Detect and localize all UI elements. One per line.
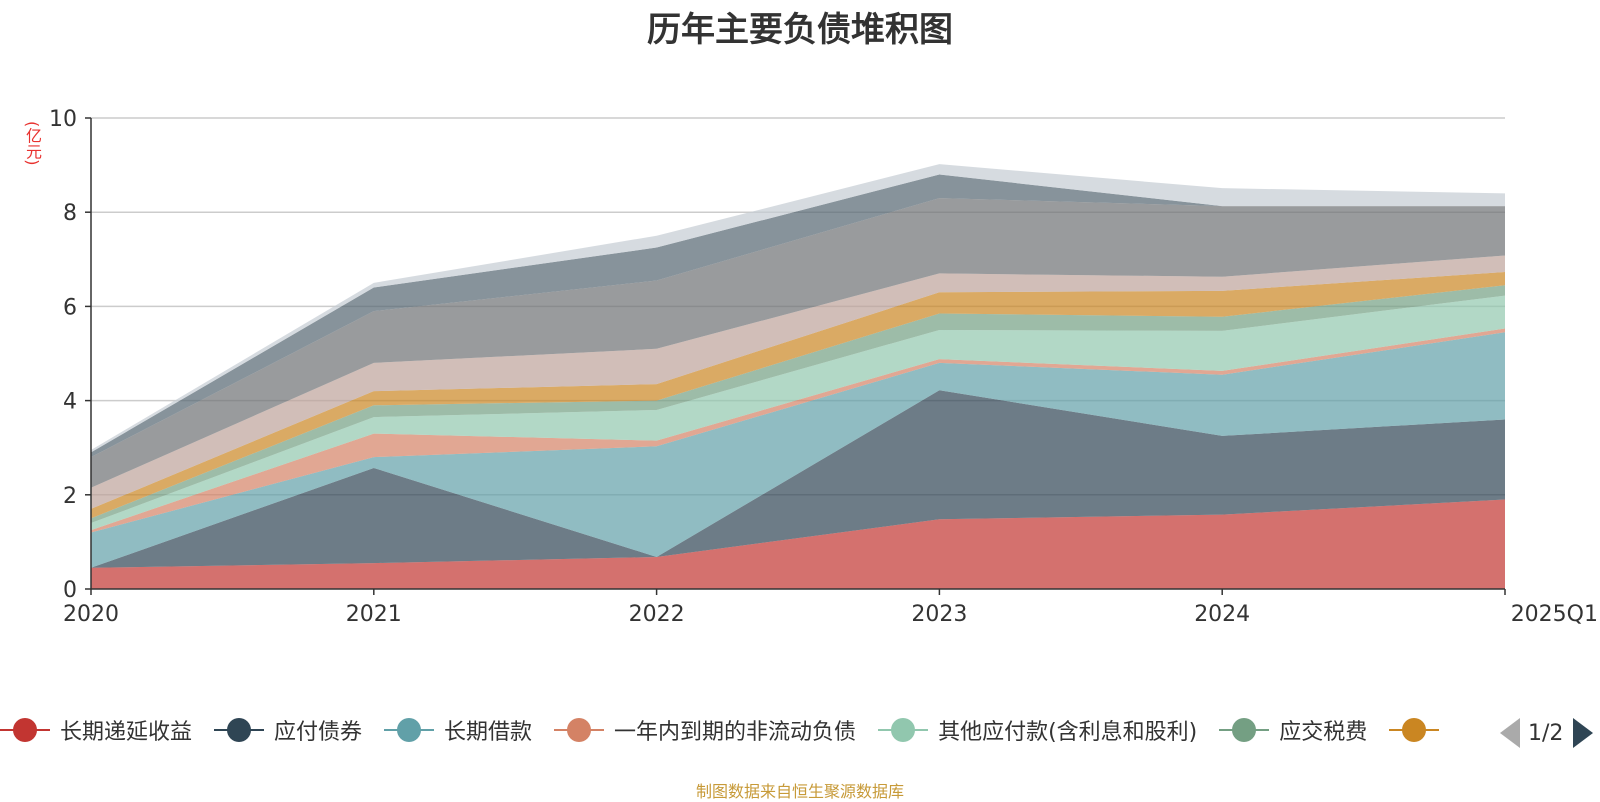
legend-marker-icon xyxy=(1219,716,1270,744)
y-tick-label: 6 xyxy=(63,295,77,320)
legend-marker-icon xyxy=(214,716,265,744)
legend-item[interactable]: 长期递延收益 xyxy=(0,710,192,750)
area-series-11 xyxy=(91,164,1505,453)
area-series-6 xyxy=(91,285,1505,524)
source-note: 制图数据来自恒生聚源数据库 xyxy=(695,782,904,801)
legend-label: 长期递延收益 xyxy=(60,720,193,745)
area-series-7 xyxy=(91,272,1505,519)
y-tick-label: 10 xyxy=(49,107,77,132)
legend-label: 长期借款 xyxy=(444,720,533,745)
x-tick-label: 2024 xyxy=(1194,602,1250,627)
area-series-10 xyxy=(91,174,1505,458)
legend-item[interactable]: 其他应付款(含利息和股利) xyxy=(878,710,1197,750)
legend: 长期递延收益 应付债券 长期借款 一年内到期的非流动负债 其他应付款(含利息和股利) 应交… xyxy=(0,710,1475,750)
legend-marker-icon xyxy=(878,716,929,744)
area-series-8 xyxy=(91,255,1505,509)
legend-marker-icon xyxy=(554,716,605,744)
axes: 0 2 4 6 8 10 2020 2021 2022 2023 2024 2025Q1 xyxy=(49,107,1598,627)
legend-label: 其他应付款(含利息和股利) xyxy=(938,720,1198,745)
area-series-5 xyxy=(91,295,1505,531)
legend-label: 一年内到期的非流动负债 xyxy=(614,720,857,745)
x-tick-label: 2025Q1 xyxy=(1511,602,1598,627)
area-series-9 xyxy=(91,198,1505,488)
legend-marker-icon xyxy=(1389,716,1440,744)
legend-item[interactable]: 应交税费 xyxy=(1219,710,1367,750)
y-tick-label: 4 xyxy=(63,390,77,415)
legend-item[interactable]: 一年内到期的非流动负债 xyxy=(554,710,856,750)
y-tick-label: 2 xyxy=(63,484,77,509)
area-series-1 xyxy=(91,499,1505,589)
legend-item[interactable]: 应付债券 xyxy=(214,710,362,750)
area-series-3 xyxy=(91,332,1505,568)
y-axis-unit-label: (亿元) xyxy=(23,120,42,166)
area-series-2 xyxy=(91,390,1505,568)
legend-item[interactable]: 长期借款 xyxy=(384,710,532,750)
x-tick-label: 2020 xyxy=(63,602,119,627)
chart-title: 历年主要负债堆积图 xyxy=(647,10,953,50)
pager-prev-icon[interactable] xyxy=(1500,718,1520,748)
pager-next-icon[interactable] xyxy=(1573,718,1594,748)
legend-label: 应付债券 xyxy=(274,720,363,745)
x-tick-label: 2021 xyxy=(346,602,402,627)
x-tick-label: 2023 xyxy=(911,602,967,627)
y-tick-label: 0 xyxy=(63,578,77,603)
legend-item-partial[interactable] xyxy=(1389,710,1449,750)
legend-marker-icon xyxy=(0,716,50,744)
legend-marker-icon xyxy=(384,716,435,744)
legend-label: 应交税费 xyxy=(1279,720,1368,745)
x-tick-label: 2022 xyxy=(629,602,685,627)
stacked-area-chart: 0 2 4 6 8 10 2020 2021 2022 2023 2024 2025Q1 xyxy=(49,107,1598,627)
y-tick-label: 8 xyxy=(63,201,77,226)
pager-page-text: 1/2 xyxy=(1528,720,1564,746)
area-series xyxy=(91,164,1505,589)
legend-pager: 1/2 xyxy=(1500,716,1600,750)
